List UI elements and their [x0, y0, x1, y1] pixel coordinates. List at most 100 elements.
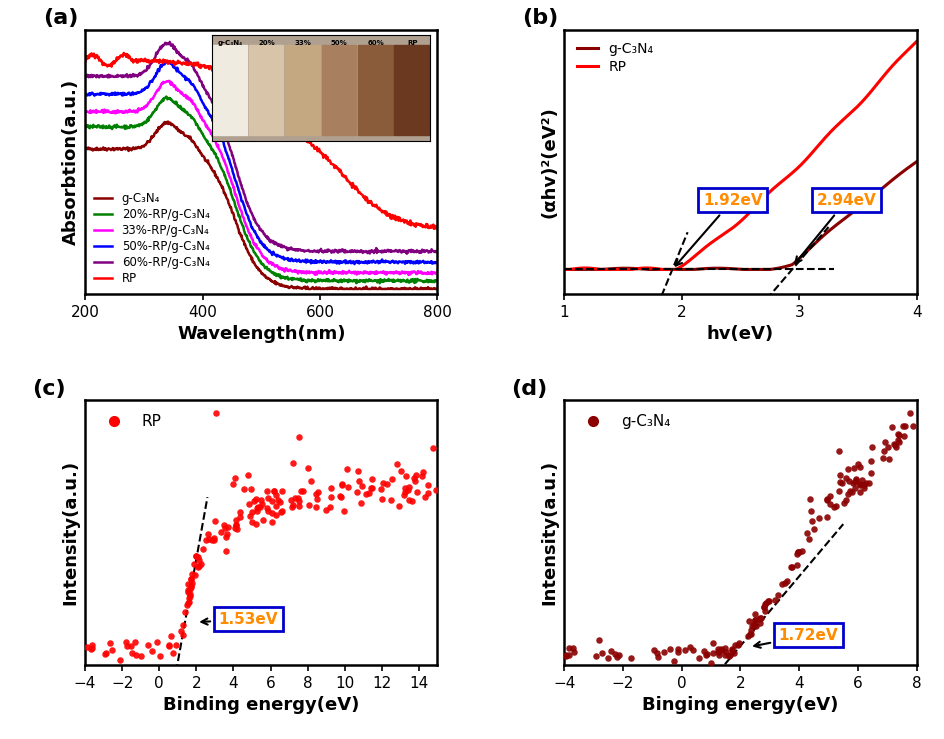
Point: [710, 643, 725, 655]
Point: [874, 452, 889, 464]
X-axis label: Binging energy(eV): Binging energy(eV): [642, 696, 837, 714]
Point: [711, 649, 726, 661]
Point: [851, 480, 867, 491]
Point: [827, 500, 842, 511]
Point: [779, 576, 794, 588]
Point: [242, 510, 257, 522]
Point: [902, 407, 917, 419]
Point: [896, 420, 911, 432]
Point: [743, 621, 758, 633]
Point: [268, 500, 283, 512]
Point: [213, 526, 228, 538]
Point: [323, 483, 338, 494]
Point: [611, 649, 626, 661]
Point: [259, 485, 274, 497]
Point: [699, 647, 714, 659]
Point: [104, 644, 119, 655]
Point: [702, 657, 717, 669]
Point: [557, 650, 572, 661]
Point: [710, 646, 725, 658]
Point: [793, 545, 808, 557]
Point: [83, 643, 98, 655]
RP: [793, 162, 804, 171]
Point: [295, 485, 311, 497]
g-C₃N₄: [793, 253, 804, 262]
Point: [186, 559, 201, 571]
Point: [822, 490, 837, 502]
Point: [646, 644, 661, 656]
Point: [209, 406, 224, 418]
RP: [717, 230, 729, 239]
Point: [767, 594, 783, 606]
Point: [799, 527, 814, 539]
g-C₃N₄: [649, 265, 660, 274]
Point: [99, 647, 114, 658]
Point: [228, 514, 243, 526]
Point: [188, 551, 203, 562]
Point: [904, 420, 919, 432]
Point: [301, 500, 316, 511]
Point: [248, 493, 263, 505]
Point: [133, 650, 148, 661]
Point: [889, 429, 904, 440]
Text: (b): (b): [521, 8, 558, 28]
Text: (d): (d): [511, 379, 548, 399]
Point: [885, 437, 901, 449]
Point: [789, 546, 804, 558]
Point: [853, 474, 868, 486]
Point: [790, 547, 805, 559]
Point: [838, 472, 853, 484]
Point: [218, 545, 233, 557]
Point: [364, 483, 379, 494]
Text: 1.53eV: 1.53eV: [201, 612, 278, 627]
Point: [285, 457, 300, 469]
Point: [850, 457, 865, 469]
Point: [362, 483, 378, 494]
Point: [260, 492, 275, 504]
Point: [255, 498, 270, 510]
Point: [880, 441, 895, 453]
Point: [364, 474, 379, 486]
Point: [184, 573, 199, 585]
Point: [565, 642, 580, 654]
Point: [599, 652, 615, 664]
Point: [705, 647, 720, 658]
Point: [420, 479, 435, 491]
Point: [219, 528, 234, 540]
Point: [112, 653, 127, 665]
Point: [832, 469, 847, 480]
Point: [264, 517, 279, 528]
Point: [743, 628, 758, 640]
Point: [404, 495, 419, 507]
Point: [192, 554, 207, 565]
Point: [698, 649, 713, 661]
Point: [401, 494, 416, 506]
Point: [284, 500, 299, 512]
Point: [881, 453, 896, 465]
Point: [819, 494, 834, 505]
Point: [183, 581, 198, 593]
Point: [191, 560, 206, 572]
Point: [175, 629, 190, 641]
Point: [666, 655, 681, 667]
Point: [349, 486, 364, 498]
Point: [857, 477, 872, 488]
Point: [723, 644, 738, 656]
Point: [229, 523, 244, 535]
Point: [864, 441, 879, 453]
Point: [332, 491, 347, 503]
X-axis label: Binding energy(eV): Binding energy(eV): [163, 696, 359, 714]
Point: [716, 649, 732, 661]
Point: [425, 442, 440, 454]
Point: [414, 470, 430, 482]
Point: [756, 605, 771, 617]
Y-axis label: (αhv)²(eV²): (αhv)²(eV²): [540, 106, 558, 218]
Point: [266, 485, 281, 497]
Point: [821, 497, 836, 509]
Point: [354, 480, 369, 491]
Point: [259, 502, 274, 514]
Point: [340, 481, 355, 493]
Point: [740, 615, 755, 627]
Point: [332, 490, 347, 502]
Point: [244, 505, 260, 517]
